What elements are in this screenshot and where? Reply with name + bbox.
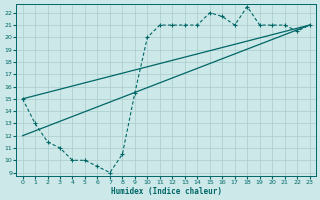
X-axis label: Humidex (Indice chaleur): Humidex (Indice chaleur) (111, 187, 221, 196)
